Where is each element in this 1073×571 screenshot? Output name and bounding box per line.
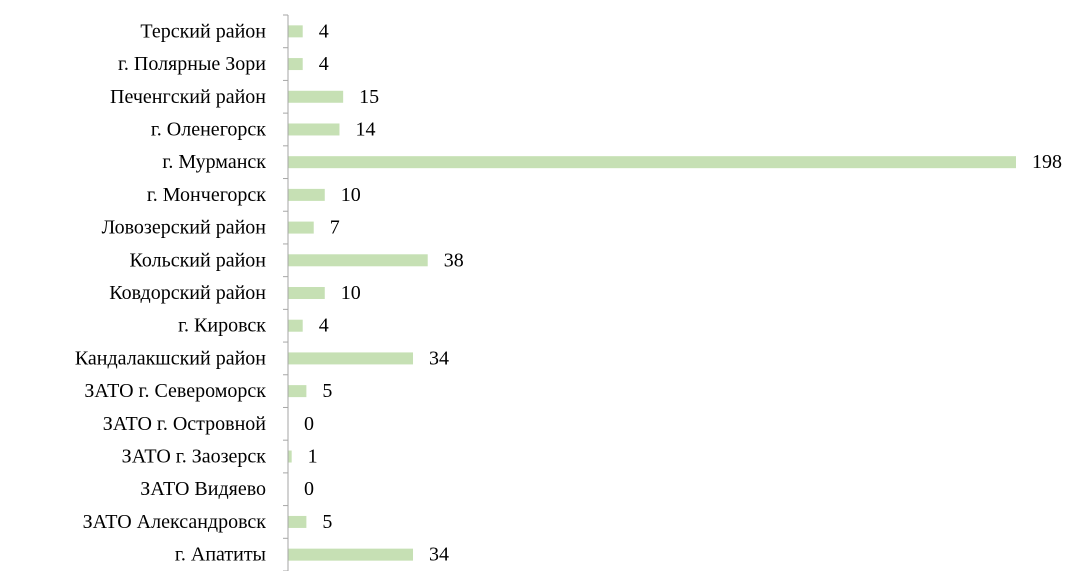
data-label: 0: [304, 478, 314, 500]
bar: [288, 320, 303, 332]
category-label: г. Мурманск: [162, 151, 266, 173]
data-label: 1: [308, 446, 318, 468]
data-label: 7: [330, 217, 340, 239]
category-label: Ловозерский район: [102, 217, 267, 239]
bar: [288, 516, 306, 528]
bar: [288, 58, 303, 70]
category-label: ЗАТО Александровск: [83, 511, 267, 533]
bar: [288, 222, 314, 234]
data-label: 34: [429, 544, 449, 566]
data-label: 4: [319, 53, 329, 75]
bar: [288, 451, 292, 463]
category-label: Терский район: [140, 20, 266, 42]
category-label: г. Полярные Зори: [118, 53, 266, 75]
data-label: 10: [341, 282, 361, 304]
bar: [288, 156, 1016, 168]
data-label: 15: [359, 86, 379, 108]
category-label: ЗАТО г. Североморск: [84, 380, 266, 402]
bar: [288, 91, 343, 103]
data-label: 14: [355, 118, 375, 140]
category-label: ЗАТО г. Островной: [103, 413, 267, 435]
data-label: 4: [319, 20, 329, 42]
bar: [288, 189, 325, 201]
category-label: Кольский район: [130, 249, 267, 271]
category-label: ЗАТО г. Заозерск: [122, 446, 267, 468]
category-labels: Терский район г. Полярные Зори Печенгский …: [75, 20, 266, 565]
bar: [288, 25, 303, 37]
category-label: г. Апатиты: [175, 544, 266, 566]
category-label: г. Кировск: [178, 315, 266, 337]
bar: [288, 352, 413, 364]
category-label: Кандалакшский район: [75, 347, 266, 369]
bar: [288, 123, 339, 135]
y-axis-ticks: [283, 15, 288, 571]
bar: [288, 385, 306, 397]
category-label: ЗАТО Видяево: [140, 478, 266, 500]
bar: [288, 287, 325, 299]
data-label: 10: [341, 184, 361, 206]
data-label: 34: [429, 347, 449, 369]
category-label: г. Мончегорск: [147, 184, 266, 206]
data-label: 38: [444, 249, 464, 271]
data-label: 4: [319, 315, 329, 337]
data-label: 0: [304, 413, 314, 435]
data-label: 5: [322, 511, 332, 533]
bar: [288, 549, 413, 561]
data-label: 198: [1032, 151, 1062, 173]
category-label: Печенгский район: [110, 86, 266, 108]
bars-group: [288, 25, 1016, 560]
category-label: г. Оленегорск: [151, 118, 266, 140]
data-label: 5: [322, 380, 332, 402]
category-label: Ковдорский район: [109, 282, 266, 304]
bar: [288, 254, 428, 266]
